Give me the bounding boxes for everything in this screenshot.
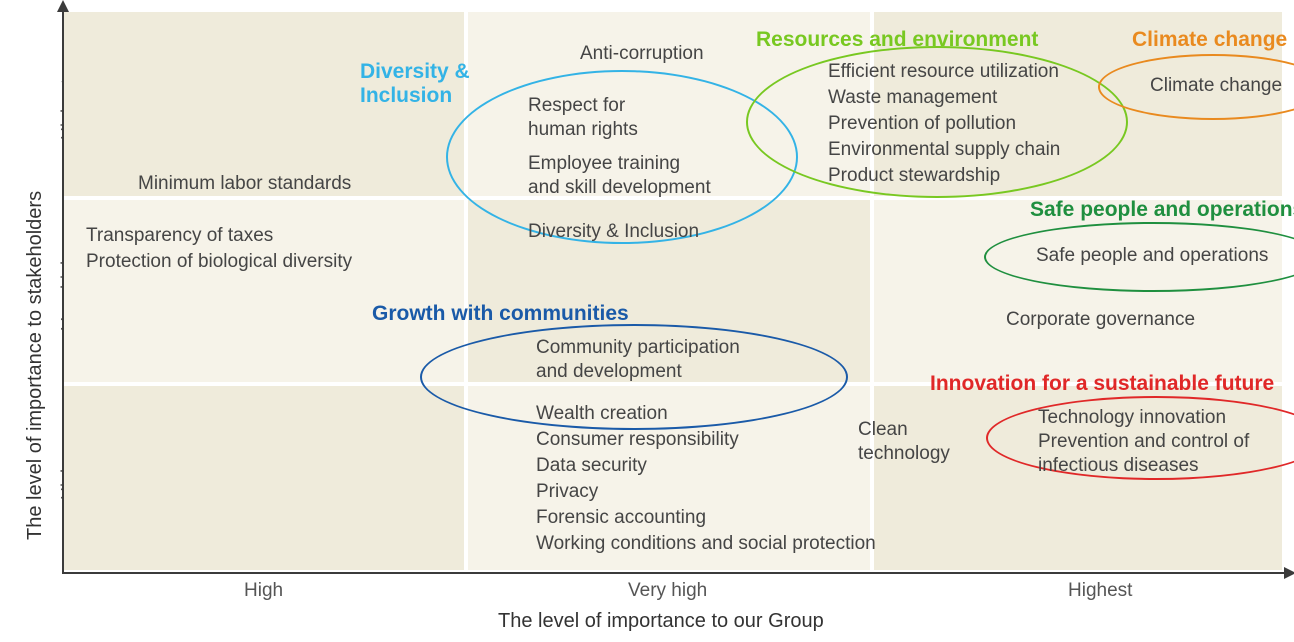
x-axis-line — [62, 572, 1286, 574]
group-title-resources: Resources and environment — [756, 28, 1038, 52]
matrix-item: Employee training and skill development — [528, 152, 711, 200]
matrix-item: Clean technology — [858, 418, 950, 466]
matrix-item: Prevention and control of infectious dis… — [1038, 430, 1249, 478]
grid-cell — [64, 386, 464, 570]
matrix-item: Prevention of pollution — [828, 112, 1016, 136]
matrix-item: Waste management — [828, 86, 997, 110]
matrix-item: Community participation and development — [536, 336, 740, 384]
matrix-item: Protection of biological diversity — [86, 250, 352, 274]
matrix-item: Climate change — [1150, 74, 1282, 98]
matrix-item: Transparency of taxes — [86, 224, 273, 248]
y-axis-label: The level of importance to stakeholders — [24, 191, 47, 540]
matrix-item: Corporate governance — [1006, 308, 1195, 332]
matrix-item: Data security — [536, 454, 647, 478]
y-axis-arrow — [57, 0, 69, 12]
group-title-diversity: Diversity & Inclusion — [360, 60, 470, 108]
matrix-item: Anti-corruption — [580, 42, 704, 66]
matrix-item: Efficient resource utilization — [828, 60, 1059, 84]
matrix-item: Technology innovation — [1038, 406, 1226, 430]
x-axis-label: The level of importance to our Group — [498, 610, 824, 633]
matrix-item: Environmental supply chain — [828, 138, 1060, 162]
matrix-item: Minimum labor standards — [138, 172, 351, 196]
matrix-item: Wealth creation — [536, 402, 668, 426]
x-tick-highest: Highest — [1068, 580, 1132, 602]
group-title-safe: Safe people and operations — [1030, 198, 1294, 222]
x-axis-arrow — [1284, 567, 1294, 579]
group-title-climate: Climate change — [1132, 28, 1287, 52]
group-title-innovation: Innovation for a sustainable future — [930, 372, 1274, 396]
matrix-item: Diversity & Inclusion — [528, 220, 699, 244]
matrix-item: Privacy — [536, 480, 598, 504]
matrix-item: Product stewardship — [828, 164, 1000, 188]
matrix-item: Consumer responsibility — [536, 428, 739, 452]
matrix-item: Safe people and operations — [1036, 244, 1268, 268]
y-axis-line — [62, 8, 64, 574]
x-tick-veryhigh: Very high — [628, 580, 707, 602]
group-title-growth: Growth with communities — [372, 302, 629, 326]
matrix-item: Forensic accounting — [536, 506, 706, 530]
matrix-item: Respect for human rights — [528, 94, 638, 142]
matrix-item: Working conditions and social protection — [536, 532, 876, 556]
chart-area: Anti-corruption Respect for human rights E… — [64, 12, 1282, 572]
x-tick-high: High — [244, 580, 283, 602]
